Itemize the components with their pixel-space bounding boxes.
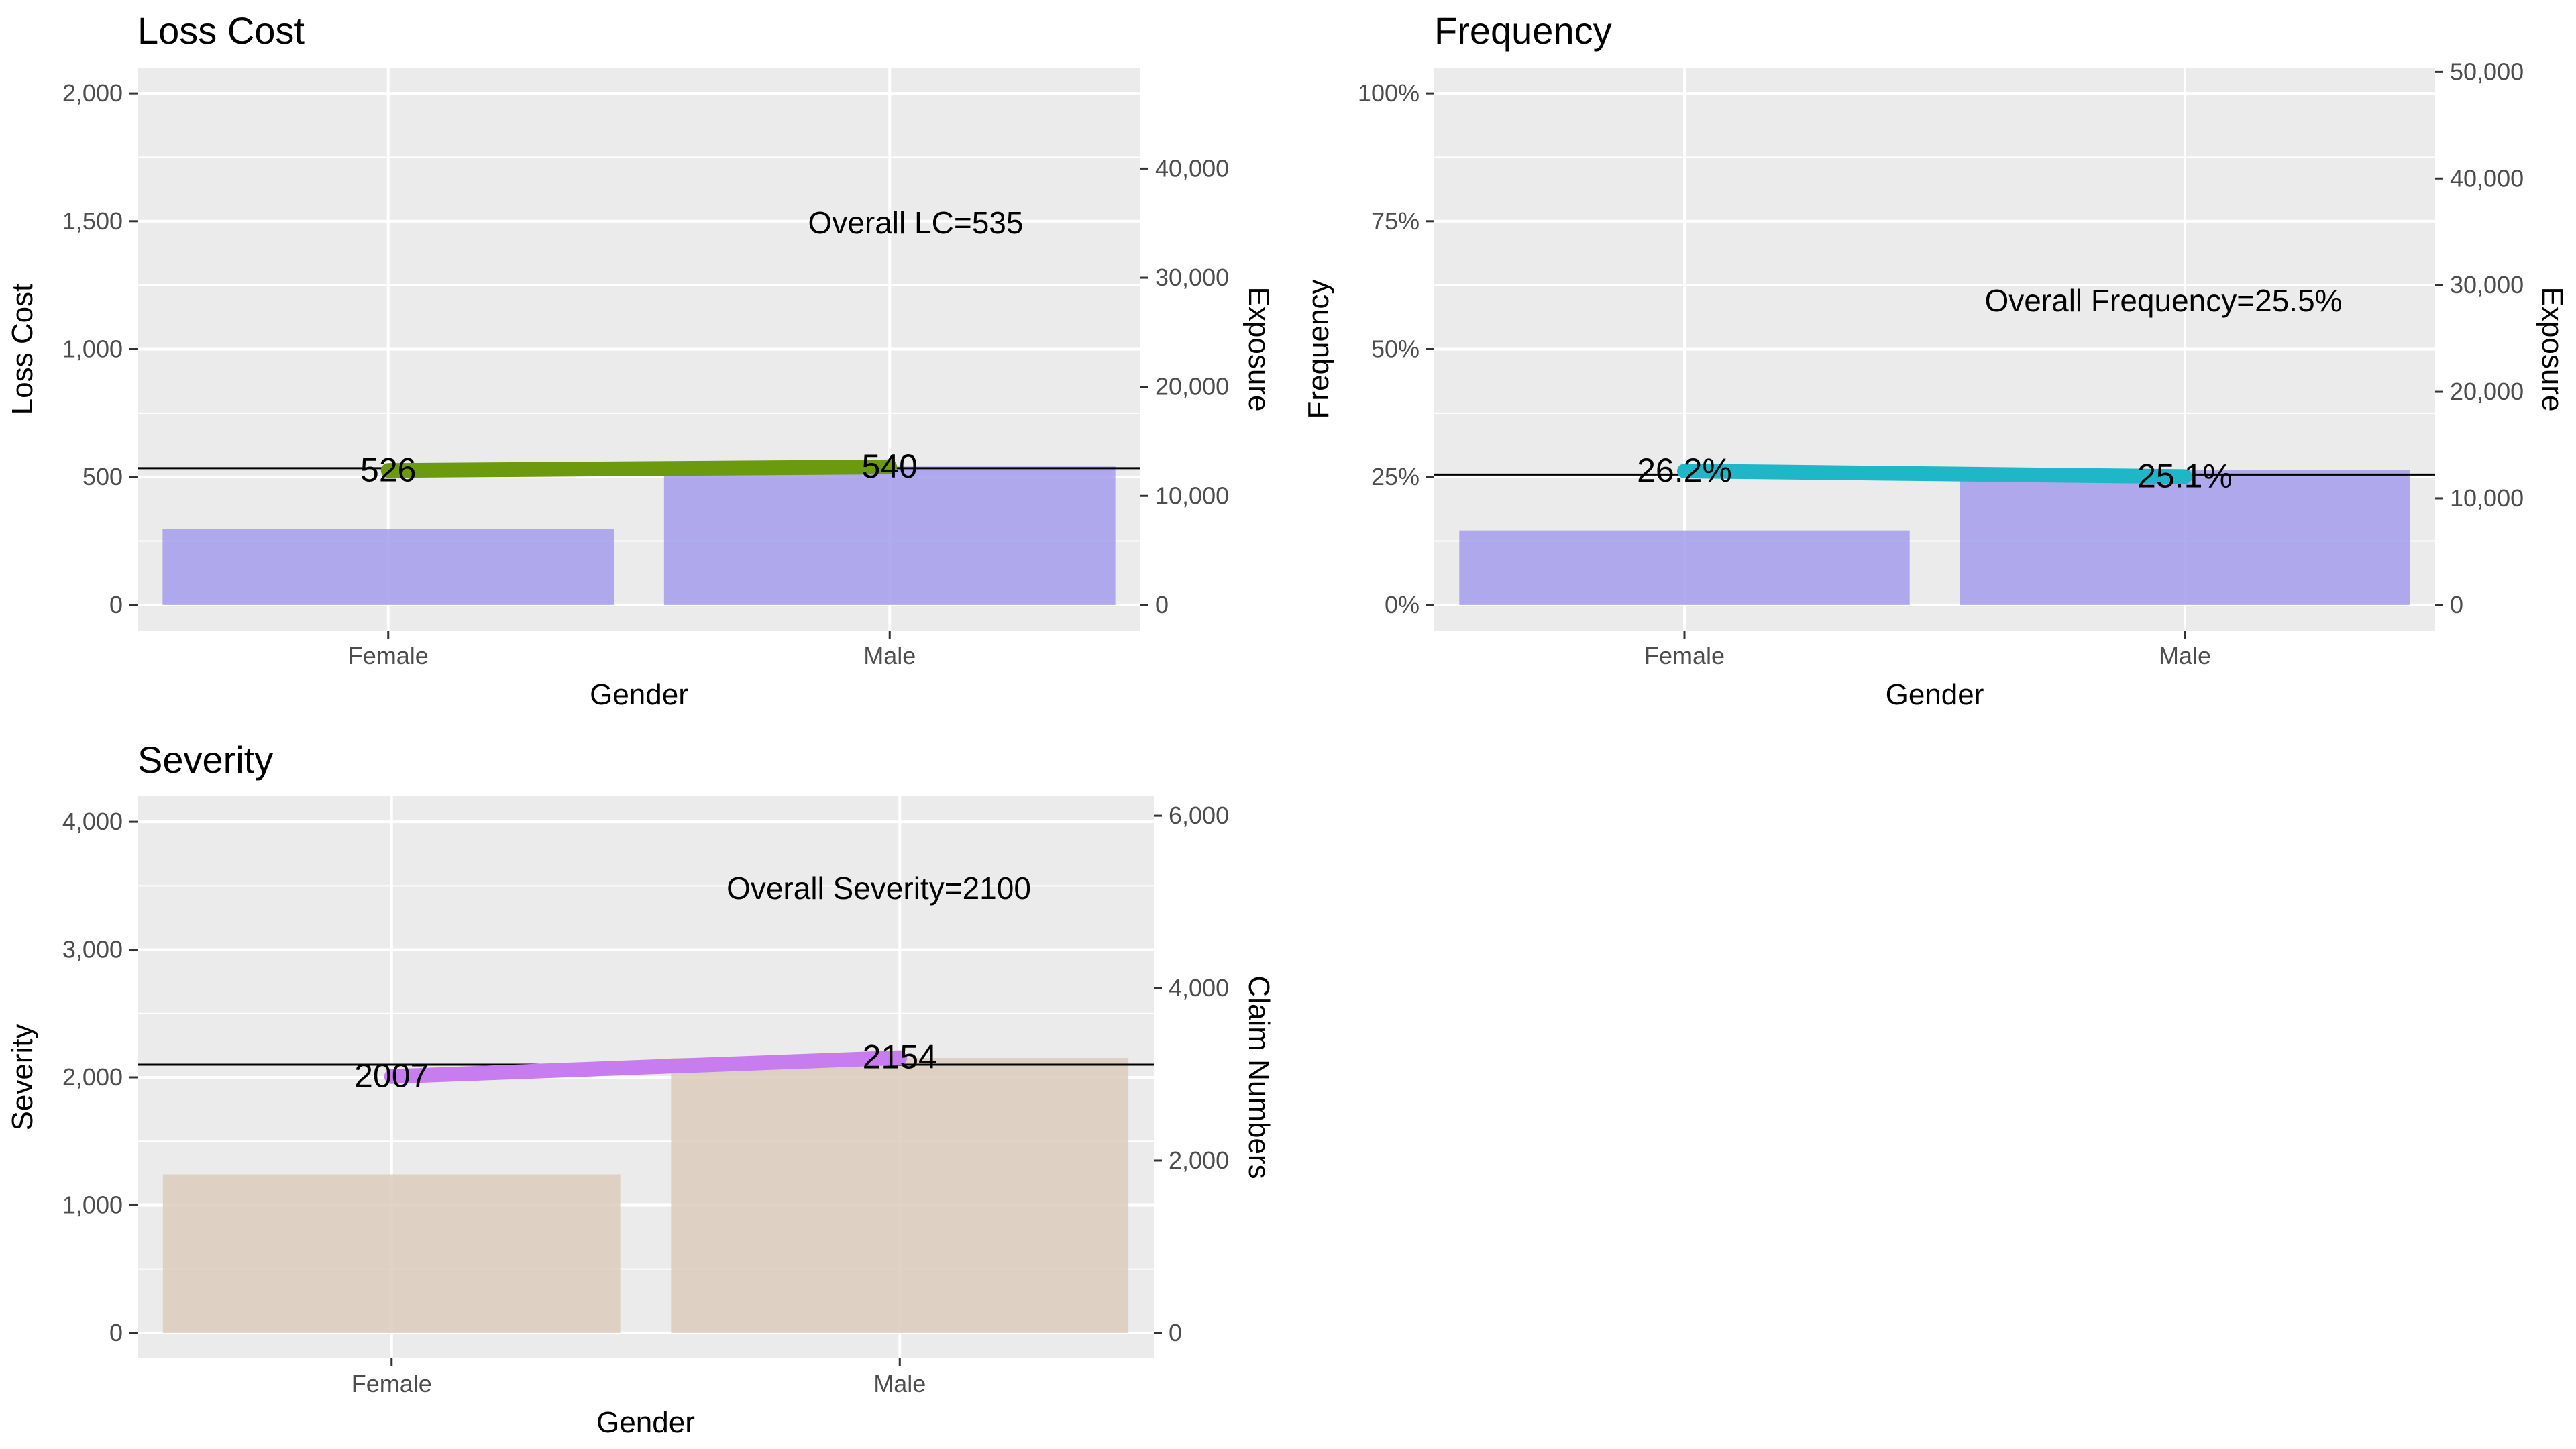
x-tick-label: Female <box>352 1370 432 1397</box>
x-tick-label: Male <box>873 1370 926 1397</box>
y2-tick-label: 0 <box>1169 1319 1182 1346</box>
y2-axis-title: Exposure <box>1242 287 1275 412</box>
y2-tick-label: 4,000 <box>1169 974 1229 1002</box>
data-point-female <box>386 1071 397 1082</box>
chart-panel-0: 0 500 1,000 1,500 2,000 526 540 Overall LC=535 0… <box>6 9 1275 711</box>
y-axis-title: Severity <box>6 1024 39 1131</box>
overall-annotation: Overall Frequency=25.5% <box>1984 283 2342 318</box>
x-tick-label: Male <box>2159 642 2211 669</box>
overall-annotation: Overall Severity=2100 <box>727 871 1031 906</box>
y2-tick-label: 20,000 <box>1155 373 1229 400</box>
y2-axis-title: Exposure <box>2536 287 2569 412</box>
y2-tick-label: 20,000 <box>2450 378 2524 405</box>
y-tick-label: 1,000 <box>62 335 123 363</box>
data-label-male: 540 <box>862 447 918 485</box>
data-point-male <box>894 1052 906 1063</box>
chart-title: Frequency <box>1434 9 1612 52</box>
data-point-male <box>884 461 896 472</box>
y-tick-label: 50% <box>1371 335 1419 363</box>
x-axis-title: Gender <box>590 678 688 711</box>
y2-tick-label: 6,000 <box>1169 802 1229 829</box>
data-point-male <box>2180 471 2190 482</box>
y2-tick-label: 0 <box>1155 591 1169 619</box>
trend-line <box>1677 464 2192 484</box>
x-axis-title: Gender <box>596 1406 695 1439</box>
y2-tick-label: 10,000 <box>2450 484 2524 512</box>
chart-title: Loss Cost <box>138 9 305 52</box>
bar-female <box>1459 530 1910 605</box>
y-tick-label: 0% <box>1385 591 1419 619</box>
data-point-female <box>382 465 394 476</box>
chart-panel-2: 0 1,000 2,000 3,000 4,000 2007 2154 Overall Sev… <box>6 739 1275 1439</box>
y-axis-title: Frequency <box>1302 280 1335 419</box>
bar-male <box>1960 470 2410 605</box>
bar-female <box>162 1174 621 1333</box>
bar-male <box>671 1058 1129 1333</box>
x-tick-label: Female <box>1644 642 1725 669</box>
data-label-male: 25.1% <box>2137 457 2233 494</box>
y2-tick-label: 30,000 <box>1155 264 1229 291</box>
y-tick-label: 2,000 <box>62 79 123 107</box>
y2-tick-label: 50,000 <box>2450 58 2524 85</box>
y-tick-label: 1,500 <box>62 207 123 235</box>
bar-male <box>663 466 1116 605</box>
y-tick-label: 75% <box>1371 207 1419 235</box>
x-tick-label: Female <box>348 642 429 669</box>
y2-tick-label: 2,000 <box>1169 1146 1229 1174</box>
y2-axis-title: Claim Numbers <box>1242 975 1275 1179</box>
x-axis-title: Gender <box>1886 678 1984 711</box>
trend-line <box>384 1050 908 1084</box>
y-tick-label: 500 <box>83 463 123 490</box>
data-label-female: 26.2% <box>1637 451 1732 489</box>
bar-female <box>162 529 614 605</box>
trend-line <box>380 459 898 478</box>
y-tick-label: 4,000 <box>62 808 123 835</box>
y-tick-label: 1,000 <box>62 1191 123 1218</box>
data-label-male: 2154 <box>863 1038 937 1076</box>
overall-annotation: Overall LC=535 <box>808 205 1024 240</box>
chart-panel-1: 0% 25% 50% 75% 100% 26.2% 25.1% Overall Frequen… <box>1302 9 2569 711</box>
y-tick-label: 25% <box>1371 463 1419 490</box>
x-tick-label: Male <box>863 642 916 669</box>
y2-tick-label: 10,000 <box>1155 482 1229 509</box>
data-label-female: 2007 <box>354 1057 429 1095</box>
y2-tick-label: 40,000 <box>1155 154 1229 182</box>
y-tick-label: 0 <box>109 1319 123 1346</box>
y-tick-label: 100% <box>1358 79 1419 107</box>
y-tick-label: 0 <box>109 591 123 619</box>
y-axis-title: Loss Cost <box>6 284 39 415</box>
y2-tick-label: 30,000 <box>2450 271 2524 299</box>
y-tick-label: 3,000 <box>62 936 123 963</box>
data-point-female <box>1679 466 1690 477</box>
y2-tick-label: 0 <box>2450 591 2463 619</box>
chart-title: Severity <box>138 739 273 781</box>
y-tick-label: 2,000 <box>62 1063 123 1091</box>
data-label-female: 526 <box>360 451 416 488</box>
y2-tick-label: 40,000 <box>2450 164 2524 192</box>
